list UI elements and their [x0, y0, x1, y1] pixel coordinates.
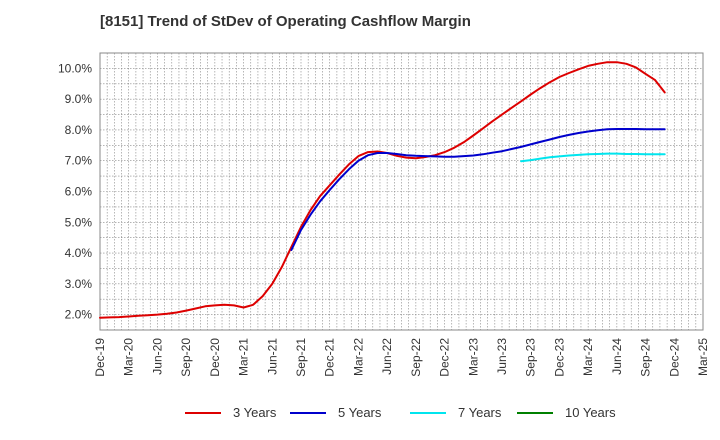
legend-item: 7 Years [410, 405, 501, 420]
x-tick-label: Sep-20 [179, 338, 193, 377]
axis-layer [99, 52, 704, 331]
x-tick-label: Mar-25 [696, 338, 710, 376]
legend-swatch [185, 411, 221, 414]
x-tick-label: Jun-23 [495, 338, 509, 375]
x-tick-label: Jun-20 [150, 338, 164, 375]
plot-frame [99, 52, 704, 331]
legend-label: 5 Years [338, 405, 382, 420]
x-tick-label: Dec-23 [552, 338, 566, 377]
x-tick-label: Sep-21 [294, 338, 308, 377]
legend-label: 10 Years [565, 405, 616, 420]
x-tick-label: Mar-20 [122, 338, 136, 376]
legend-item: 10 Years [517, 405, 616, 420]
y-tick-label: 7.0% [65, 154, 93, 168]
x-tick-label: Mar-23 [466, 338, 480, 376]
legend-label: 7 Years [458, 405, 502, 420]
legend-swatch [410, 411, 446, 414]
x-tick-label: Dec-19 [93, 338, 107, 377]
y-tick-label: 2.0% [65, 308, 93, 322]
x-tick-label: Jun-24 [610, 338, 624, 375]
series-layer [99, 61, 666, 319]
y-tick-label: 10.0% [58, 61, 92, 75]
legend-item: 5 Years [290, 405, 381, 420]
label-layer: 2.0% 3.0% 4.0% 5.0% 6.0% 7.0% 8.0% 9.0% 10.0% Dec… [58, 61, 710, 376]
x-tick-label: Mar-21 [237, 338, 251, 376]
y-tick-label: 6.0% [65, 185, 93, 199]
x-tick-label: Mar-22 [351, 338, 365, 376]
y-tick-label: 9.0% [65, 92, 93, 106]
x-tick-label: Dec-20 [208, 338, 222, 377]
grid-layer [99, 52, 703, 331]
y-tick-label: 5.0% [65, 215, 93, 229]
x-tick-label: Dec-22 [438, 338, 452, 377]
legend: 3 Years 5 Years 7 Years 10 Years [0, 405, 720, 425]
y-tick-label: 8.0% [65, 123, 93, 137]
series-line-5-years [290, 128, 666, 251]
legend-swatch [517, 411, 553, 414]
x-tick-label: Dec-24 [667, 338, 681, 377]
series-line-3-years [99, 61, 666, 319]
legend-swatch [290, 411, 326, 414]
series-line-7-years [520, 152, 666, 163]
legend-label: 3 Years [233, 405, 277, 420]
x-tick-label: Sep-23 [524, 338, 538, 377]
y-tick-label: 4.0% [65, 246, 93, 260]
x-tick-label: Jun-21 [265, 338, 279, 375]
x-tick-label: Dec-21 [323, 338, 337, 377]
chart-title: [8151] Trend of StDev of Operating Cashf… [100, 13, 471, 30]
legend-item: 3 Years [185, 405, 276, 420]
x-tick-label: Mar-24 [581, 338, 595, 376]
x-tick-label: Sep-22 [409, 338, 423, 377]
x-tick-label: Jun-22 [380, 338, 394, 375]
x-tick-label: Sep-24 [639, 338, 653, 377]
y-tick-label: 3.0% [65, 277, 93, 291]
